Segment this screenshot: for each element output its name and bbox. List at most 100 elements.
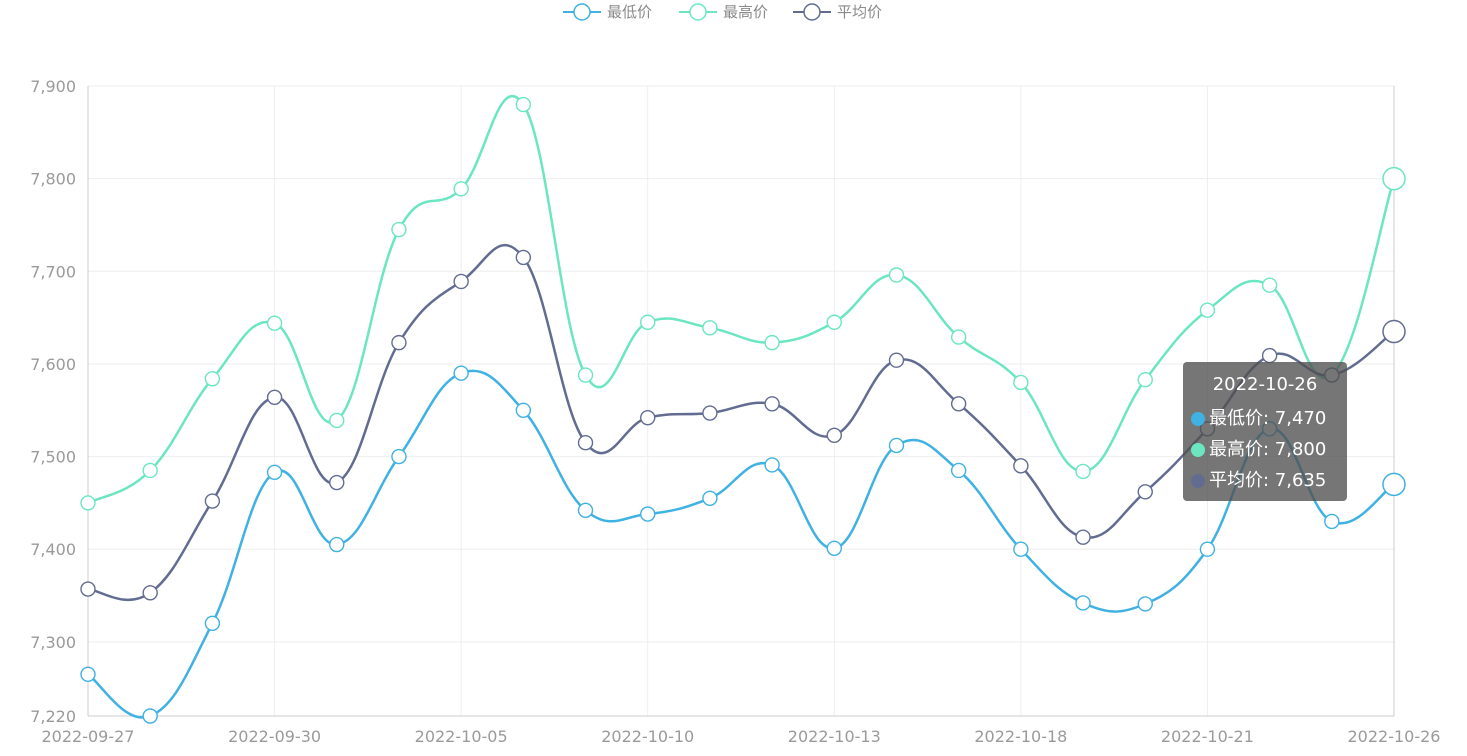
data-point bbox=[640, 506, 656, 522]
tooltip-title: 2022-10-26 bbox=[1212, 374, 1318, 395]
data-point bbox=[1137, 596, 1153, 612]
data-point bbox=[204, 493, 221, 509]
legend-label: 平均价 bbox=[837, 3, 882, 21]
y-tick-label: 7,600 bbox=[30, 355, 76, 374]
series-avg-price bbox=[80, 243, 1406, 602]
tooltip-dot-avg bbox=[1191, 473, 1205, 488]
data-point bbox=[764, 396, 780, 412]
data-point bbox=[204, 371, 221, 387]
legend-marker bbox=[573, 3, 591, 21]
data-point bbox=[80, 581, 96, 597]
data-point bbox=[142, 462, 158, 479]
data-point bbox=[764, 457, 780, 473]
series-max-price bbox=[80, 94, 1406, 511]
data-point bbox=[391, 448, 407, 465]
x-tick-label: 2022-10-10 bbox=[601, 727, 694, 746]
tooltip-row-max: 最高价: 7,800 bbox=[1191, 434, 1339, 465]
data-point bbox=[453, 273, 469, 290]
data-point bbox=[950, 396, 967, 412]
y-tick-label: 7,220 bbox=[30, 707, 76, 726]
legend-item[interactable]: 最低价 bbox=[563, 3, 652, 21]
data-point bbox=[1075, 463, 1091, 480]
data-point bbox=[888, 352, 905, 368]
data-point bbox=[888, 267, 905, 283]
data-point bbox=[1382, 472, 1406, 497]
data-point bbox=[1199, 541, 1216, 557]
y-tick-label: 7,700 bbox=[30, 262, 76, 281]
data-point bbox=[1261, 347, 1278, 364]
data-point bbox=[80, 666, 96, 683]
tooltip-label-avg: 平均价: 7,635 bbox=[1209, 470, 1327, 491]
data-point bbox=[329, 474, 345, 491]
data-point bbox=[764, 334, 780, 351]
data-point bbox=[1137, 484, 1153, 500]
x-tick-label: 2022-10-26 bbox=[1348, 727, 1441, 746]
y-tick-label: 7,400 bbox=[30, 540, 76, 559]
data-point bbox=[1261, 277, 1278, 293]
data-point bbox=[80, 495, 96, 511]
data-point bbox=[950, 462, 967, 479]
data-point bbox=[453, 181, 469, 197]
x-tick-label: 2022-10-13 bbox=[788, 727, 881, 746]
data-point bbox=[640, 314, 656, 330]
data-point bbox=[1382, 319, 1406, 344]
data-point bbox=[950, 329, 967, 345]
tooltip-row-avg: 平均价: 7,635 bbox=[1191, 465, 1339, 496]
tooltip-row-min: 最低价: 7,470 bbox=[1191, 403, 1339, 434]
y-tick-label: 7,900 bbox=[30, 77, 76, 96]
data-point bbox=[515, 402, 532, 418]
data-point bbox=[1199, 302, 1216, 318]
tooltip-label-min: 最低价: 7,470 bbox=[1209, 408, 1327, 429]
legend-marker bbox=[689, 3, 707, 21]
data-point bbox=[266, 315, 283, 331]
tooltip-dot-min bbox=[1191, 411, 1205, 426]
data-point bbox=[888, 437, 905, 454]
data-point bbox=[577, 434, 594, 451]
data-point bbox=[826, 427, 842, 443]
y-tick-label: 7,800 bbox=[30, 170, 76, 189]
axis-layer: 7,220 7,300 7,400 7,500 7,600 7,700 7,800 7,900… bbox=[30, 77, 1440, 746]
data-point bbox=[826, 540, 842, 557]
data-point bbox=[1324, 513, 1340, 530]
data-point bbox=[702, 320, 718, 336]
data-point bbox=[1013, 374, 1029, 391]
data-point bbox=[266, 464, 283, 481]
legend-label: 最高价 bbox=[723, 3, 768, 21]
tooltip-label-max: 最高价: 7,800 bbox=[1209, 439, 1327, 460]
data-point bbox=[577, 367, 594, 383]
data-point bbox=[515, 96, 532, 113]
legend[interactable]: 最低价 最高价 平均价 bbox=[563, 3, 882, 21]
data-point bbox=[391, 334, 407, 351]
x-tick-label: 2022-10-21 bbox=[1161, 727, 1254, 746]
legend-item[interactable]: 最高价 bbox=[679, 3, 768, 21]
legend-marker bbox=[803, 3, 821, 21]
data-point bbox=[1137, 371, 1153, 388]
data-point bbox=[329, 536, 345, 553]
data-point bbox=[1075, 529, 1091, 545]
data-point bbox=[391, 221, 407, 238]
data-point bbox=[1075, 595, 1091, 611]
legend-item[interactable]: 平均价 bbox=[793, 3, 882, 21]
data-point bbox=[266, 389, 283, 405]
data-point bbox=[826, 314, 842, 330]
y-tick-label: 7,500 bbox=[30, 448, 76, 467]
tooltip-dot-max bbox=[1191, 442, 1205, 457]
y-tick-label: 7,300 bbox=[30, 633, 76, 652]
data-point bbox=[1013, 458, 1029, 474]
legend-label: 最低价 bbox=[607, 3, 652, 21]
series-line bbox=[87, 369, 1395, 719]
data-point bbox=[702, 490, 718, 506]
data-point bbox=[1382, 166, 1406, 191]
x-tick-label: 2022-09-27 bbox=[42, 727, 135, 746]
data-point bbox=[142, 708, 158, 724]
data-point bbox=[1013, 541, 1029, 557]
data-point bbox=[204, 615, 221, 632]
data-point bbox=[329, 412, 345, 429]
x-tick-label: 2022-10-18 bbox=[974, 727, 1067, 746]
data-point bbox=[142, 585, 158, 601]
data-point bbox=[640, 409, 656, 426]
data-point bbox=[453, 365, 469, 381]
data-point bbox=[577, 502, 594, 519]
